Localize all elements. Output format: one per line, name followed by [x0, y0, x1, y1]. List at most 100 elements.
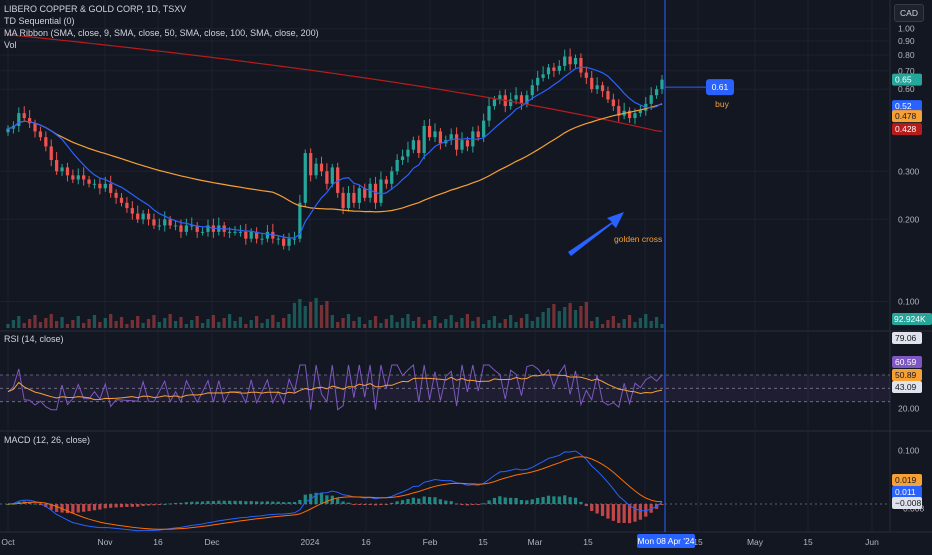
- macd-title[interactable]: MACD (12, 26, close): [4, 435, 91, 445]
- price-tick-label: 0.80: [898, 50, 915, 60]
- volume-bar: [146, 319, 151, 328]
- candle-body: [595, 85, 599, 90]
- price-tag-label: 0.478: [895, 111, 917, 121]
- candle-body: [498, 95, 502, 100]
- ma-ribbon-legend[interactable]: MA Ribbon (SMA, close, 9, SMA, close, 50…: [4, 28, 319, 38]
- sma-9-line: [7, 66, 663, 239]
- cursor-date-tag: [637, 534, 695, 548]
- candle-body: [298, 202, 302, 239]
- rsi-title[interactable]: RSI (14, close): [4, 334, 64, 344]
- macd-histogram-bar: [368, 504, 372, 505]
- time-tick-label: May: [747, 537, 764, 547]
- volume-bar: [319, 305, 324, 328]
- volume-bar: [76, 316, 80, 328]
- time-tick-label: 15: [478, 537, 488, 547]
- macd-histogram-bar: [92, 504, 97, 511]
- candle-body: [184, 225, 188, 232]
- macd-histogram-bar: [336, 498, 340, 504]
- macd-histogram-bar: [65, 504, 70, 514]
- candle-body: [109, 183, 113, 193]
- candle-body: [44, 137, 48, 147]
- candle-body: [103, 183, 107, 189]
- candle-body: [136, 213, 140, 220]
- candle-body: [98, 183, 102, 189]
- volume-bar: [157, 322, 161, 328]
- macd-histogram-bar: [552, 496, 556, 504]
- volume-bar: [611, 316, 615, 328]
- candle-body: [384, 179, 388, 184]
- macd-histogram-bar: [638, 504, 643, 520]
- volume-bar: [282, 318, 286, 328]
- candle-body: [319, 163, 324, 172]
- candle-body: [238, 231, 243, 233]
- rsi-tag: [892, 381, 922, 393]
- macd-histogram-bar: [260, 501, 264, 504]
- macd-histogram-bar: [519, 499, 524, 504]
- candle-body: [449, 134, 453, 141]
- price-tick-label: 0.300: [898, 166, 920, 176]
- candle-body: [244, 231, 248, 239]
- macd-histogram-bar: [27, 501, 32, 504]
- candle-body: [60, 167, 64, 172]
- time-tick-label: Feb: [423, 537, 438, 547]
- macd-histogram-bar: [471, 504, 475, 505]
- volume-bar: [649, 321, 653, 328]
- volume-bar: [292, 303, 297, 328]
- candle-body: [76, 175, 80, 180]
- candle-body: [546, 67, 551, 75]
- volume-bar: [557, 311, 561, 328]
- volume-legend[interactable]: Vol: [4, 40, 17, 50]
- volume-bar: [600, 324, 605, 328]
- macd-histogram-bar: [627, 504, 632, 524]
- volume-bar: [482, 324, 486, 328]
- candle-body: [22, 113, 26, 119]
- candle-body: [482, 120, 486, 138]
- macd-histogram-bar: [482, 503, 486, 505]
- volume-bar: [541, 312, 545, 328]
- volume-bar: [411, 321, 415, 328]
- macd-histogram-bar: [195, 501, 199, 504]
- td-sequential-legend[interactable]: TD Sequential (0): [4, 16, 75, 26]
- volume-bar: [552, 304, 556, 328]
- volume-bar: [238, 317, 243, 328]
- candle-body: [309, 153, 313, 176]
- macd-histogram-bar: [6, 504, 10, 505]
- sma-200-line: [7, 34, 663, 132]
- price-tag: [892, 123, 922, 136]
- macd-histogram-bar: [449, 501, 453, 504]
- candle-body: [454, 134, 459, 150]
- macd-histogram-bar: [319, 493, 324, 504]
- candle-body: [584, 72, 588, 78]
- macd-histogram-bar: [282, 502, 286, 504]
- candle-body: [590, 77, 594, 90]
- rsi-tag-label: 79.06: [895, 333, 917, 343]
- volume-bar: [136, 316, 140, 328]
- volume-bar: [606, 320, 610, 328]
- candle-body: [427, 125, 432, 138]
- macd-histogram-bar: [157, 504, 161, 505]
- macd-histogram-bar: [152, 504, 156, 506]
- currency-button[interactable]: CAD: [894, 4, 924, 22]
- volume-bar: [265, 319, 270, 328]
- macd-histogram-bar: [179, 502, 183, 504]
- candle-body: [330, 167, 334, 184]
- price-tick-label: 1.00: [898, 24, 915, 34]
- macd-histogram-bar: [622, 504, 626, 523]
- candle-body: [168, 219, 172, 226]
- candle-body: [87, 179, 91, 184]
- macd-histogram-bar: [633, 504, 637, 522]
- candle-body: [33, 123, 37, 132]
- macd-histogram-bar: [557, 496, 561, 504]
- macd-histogram-bar: [492, 497, 497, 504]
- rsi-tag-label: 43.09: [895, 382, 917, 392]
- symbol-title[interactable]: LIBERO COPPER & GOLD CORP, 1D, TSXV: [4, 4, 187, 14]
- volume-bar: [644, 314, 648, 328]
- volume-bar: [211, 315, 216, 328]
- volume-bar: [206, 319, 210, 328]
- macd-histogram-bar: [546, 495, 551, 504]
- macd-histogram-bar: [400, 500, 405, 504]
- volume-bar: [454, 322, 459, 328]
- volume-tag-label: 92.924K: [894, 314, 926, 324]
